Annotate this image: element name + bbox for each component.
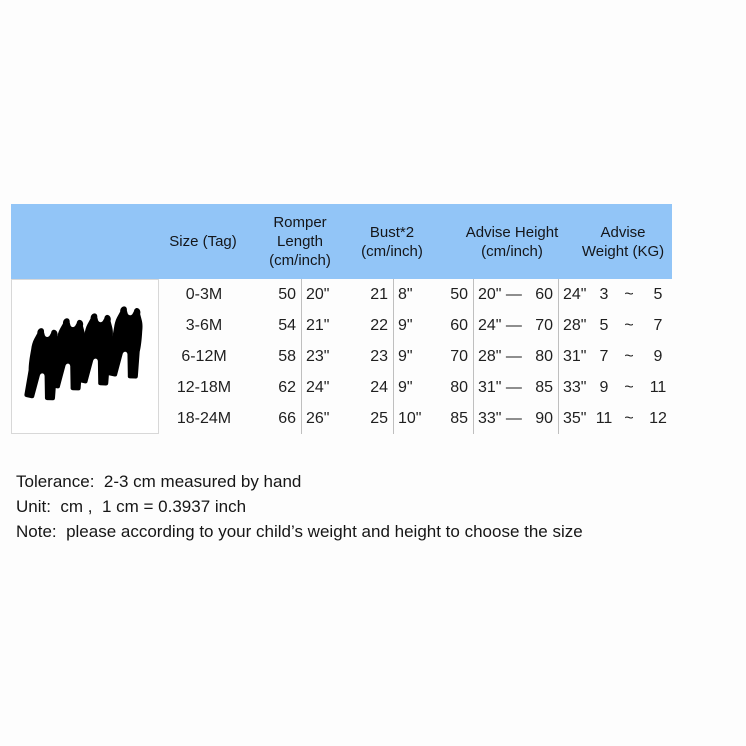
column-header-size-label: Size (Tag) <box>169 233 237 250</box>
table-header: Size (Tag) Romper Length (cm/inch) Bust*… <box>11 204 672 279</box>
weight-max-cell: 7 <box>653 317 663 334</box>
length-cm-cell: 50 <box>278 286 296 303</box>
size-cell: 6-12M <box>181 348 227 365</box>
height-from-inch-cell: 31" — <box>473 372 524 403</box>
length-inch-cell: 26" <box>301 403 345 434</box>
height-to-cm-cell: 60 <box>535 286 553 303</box>
column-header-line: (cm/inch) <box>361 242 423 260</box>
length-inch-cell: 24" <box>301 372 345 403</box>
tolerance-note: Tolerance: 2-3 cm measured by hand <box>16 472 302 491</box>
spacer-cell <box>345 279 353 310</box>
weight-min-cell: 7 <box>599 348 609 365</box>
length-inch-cell: 20" <box>301 279 345 310</box>
weight-max-cell: 11 <box>649 379 667 396</box>
length-inch-cell: 23" <box>301 341 345 372</box>
spacer-cell <box>345 310 353 341</box>
size-cell: 12-18M <box>176 379 232 396</box>
bust-cm-cell: 21 <box>370 286 388 303</box>
height-from-inch-cell: 33" — <box>473 403 524 434</box>
rompers-illustration <box>24 305 147 402</box>
weight-separator: ~ <box>624 410 634 427</box>
column-header-line: (cm/inch) <box>269 252 331 269</box>
weight-max-cell: 5 <box>653 286 663 303</box>
spacer-cell <box>345 403 353 434</box>
bust-inch-cell: 8" <box>393 279 433 310</box>
column-header-line: Bust*2 <box>369 223 415 241</box>
size-cell: 0-3M <box>185 286 223 303</box>
unit-note: Unit: cm , 1 cm = 0.3937 inch <box>16 497 247 516</box>
weight-separator: ~ <box>624 317 634 334</box>
column-header-line: Length <box>277 233 323 250</box>
length-cm-cell: 66 <box>278 410 296 427</box>
height-from-inch-cell: 24" — <box>473 310 524 341</box>
bust-inch-cell: 9" <box>393 310 433 341</box>
table-body: 0-3M 50 20" 21 8" 50 20" — 60 24" 3 ~ 5 … <box>159 279 672 434</box>
length-cm-cell: 62 <box>278 379 296 396</box>
weight-min-cell: 3 <box>599 286 609 303</box>
measurement-notes: Tolerance: 2-3 cm measured by hand Unit:… <box>16 469 716 544</box>
weight-min-cell: 11 <box>595 410 613 427</box>
height-to-inch-cell: 31" <box>558 341 594 372</box>
height-to-inch-cell: 35" <box>558 403 594 434</box>
bust-cm-cell: 25 <box>370 410 388 427</box>
length-cm-cell: 54 <box>278 317 296 334</box>
height-from-inch-cell: 28" — <box>473 341 524 372</box>
height-to-cm-cell: 90 <box>535 410 553 427</box>
column-header-bust: Bust*2 (cm/inch) <box>342 204 442 279</box>
height-from-cm-cell: 85 <box>450 410 468 427</box>
length-cm-cell: 58 <box>278 348 296 365</box>
height-to-cm-cell: 70 <box>535 317 553 334</box>
column-header-line: Advise Height <box>465 223 559 241</box>
size-cell: 3-6M <box>185 317 223 334</box>
height-to-cm-cell: 80 <box>535 348 553 365</box>
weight-separator: ~ <box>624 379 634 396</box>
size-cell: 18-24M <box>176 410 232 427</box>
column-header-romper-length: Romper Length (cm/inch) <box>250 204 350 279</box>
weight-separator: ~ <box>624 286 634 303</box>
column-header-line: (cm/inch) <box>481 242 543 260</box>
height-to-cm-cell: 85 <box>535 379 553 396</box>
bust-cm-cell: 24 <box>370 379 388 396</box>
height-from-cm-cell: 70 <box>450 348 468 365</box>
weight-separator: ~ <box>624 348 634 365</box>
bust-inch-cell: 10" <box>393 403 433 434</box>
bust-cm-cell: 23 <box>370 348 388 365</box>
weight-max-cell: 12 <box>649 410 667 427</box>
height-to-inch-cell: 33" <box>558 372 594 403</box>
column-header-line: Advise <box>600 223 646 241</box>
column-header-advise-height: Advise Height (cm/inch) <box>442 204 582 279</box>
spacer-cell <box>345 372 353 403</box>
size-advice-note: Note: please according to your child’s w… <box>16 522 583 541</box>
product-image <box>11 279 159 434</box>
height-from-cm-cell: 60 <box>450 317 468 334</box>
bust-inch-cell: 9" <box>393 341 433 372</box>
weight-min-cell: 9 <box>599 379 609 396</box>
height-from-cm-cell: 50 <box>450 286 468 303</box>
weight-max-cell: 9 <box>653 348 663 365</box>
column-header-size: Size (Tag) <box>143 204 263 279</box>
romper-blue <box>106 305 147 380</box>
bust-inch-cell: 9" <box>393 372 433 403</box>
spacer-cell <box>345 341 353 372</box>
height-to-inch-cell: 24" <box>558 279 594 310</box>
weight-min-cell: 5 <box>599 317 609 334</box>
height-from-cm-cell: 80 <box>450 379 468 396</box>
height-to-inch-cell: 28" <box>558 310 594 341</box>
height-from-inch-cell: 20" — <box>473 279 524 310</box>
bust-cm-cell: 22 <box>370 317 388 334</box>
column-header-advise-weight: Advise Weight (KG) <box>564 204 682 279</box>
column-header-line: Romper <box>273 214 327 231</box>
column-header-line: Weight (KG) <box>581 242 665 260</box>
length-inch-cell: 21" <box>301 310 345 341</box>
